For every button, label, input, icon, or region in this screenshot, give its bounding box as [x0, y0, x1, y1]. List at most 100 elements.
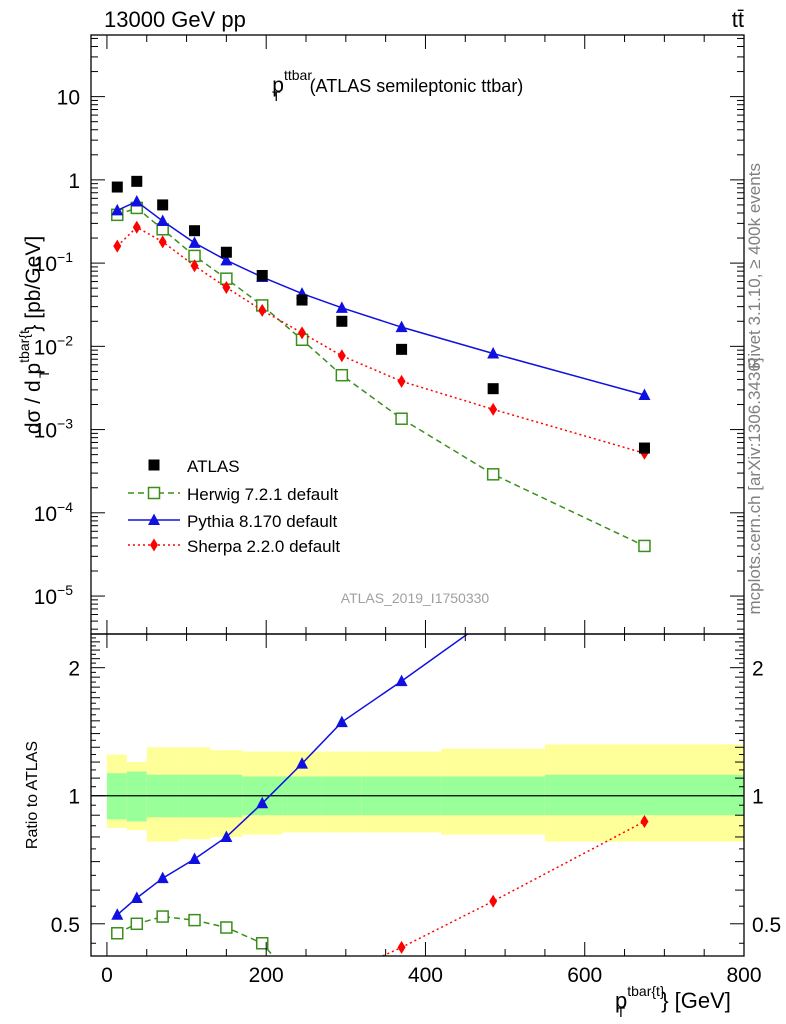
ratio-y-tick-label-right: 2	[752, 658, 764, 681]
data-point-sherpa	[158, 235, 167, 249]
main-y-axis-label: dσ / d ptbar{tT} [pb/GeV]	[16, 236, 52, 434]
data-point-data	[638, 442, 650, 454]
data-point-data	[111, 181, 123, 193]
data-point-pythia	[188, 236, 201, 248]
data-point-data	[296, 294, 308, 306]
ratio-y-tick-label-left: 1	[68, 786, 80, 809]
series-line-pythia	[116, 634, 469, 916]
data-point-sherpa	[258, 303, 267, 317]
legend-entry-sherpa: Sherpa 2.2.0 default	[128, 537, 340, 556]
main-panel: 10 1 10−1 10−2 10−3 10−4 10−5	[34, 34, 745, 635]
x-tick-label: 800	[726, 964, 761, 987]
ratio-y-axis-label: Ratio to ATLAS	[24, 741, 41, 849]
data-point-data	[220, 246, 232, 258]
data-point-herwig	[335, 368, 349, 382]
data-point-sherpa	[338, 968, 346, 981]
data-point-pythia	[395, 674, 408, 687]
data-point-pythia	[156, 871, 169, 884]
ratio-y-tick-label-right: 1	[752, 786, 764, 809]
data-point-sherpa	[337, 349, 346, 363]
data-point-pythia	[130, 194, 143, 207]
legend-entry-herwig: Herwig 7.2.1 default	[128, 485, 338, 504]
ratio-frame	[90, 633, 745, 957]
data-point-herwig	[130, 917, 144, 931]
data-point-data	[396, 343, 408, 355]
x-tick-label: 400	[408, 964, 443, 987]
y-tick-label: 10−3	[34, 416, 74, 443]
series-sherpa	[113, 220, 649, 460]
data-point-pythia	[335, 301, 348, 313]
y-tick-label: 10−5	[34, 582, 74, 609]
data-point-sherpa	[640, 814, 649, 828]
x-tick-label: 600	[567, 964, 602, 987]
data-point-herwig	[255, 937, 269, 950]
data-point-sherpa	[298, 326, 307, 340]
legend-label: ATLAS	[187, 457, 240, 476]
legend-label: Herwig 7.2.1 default	[187, 485, 338, 504]
series-herwig	[111, 910, 308, 995]
analysis-id-label: ATLAS_2019_I1750330	[341, 590, 490, 606]
x-tick-label: 0	[101, 964, 113, 987]
data-point-sherpa	[222, 280, 231, 294]
data-point-pythia	[130, 891, 143, 903]
data-point-sherpa	[489, 894, 498, 908]
data-point-pythia	[188, 852, 201, 865]
band-inner-bin	[126, 771, 147, 822]
data-point-sherpa	[489, 402, 498, 416]
data-point-sherpa	[190, 259, 199, 273]
uncertainty-bands	[106, 744, 744, 842]
legend-marker	[147, 486, 161, 500]
legend-marker	[150, 538, 158, 552]
series-sherpa	[338, 814, 649, 981]
legend-entry-data: ATLAS	[148, 457, 240, 476]
data-point-sherpa	[397, 940, 406, 954]
data-point-herwig	[188, 913, 201, 927]
x-axis-label: ptbar{t} T} [GeV]	[615, 983, 731, 1020]
data-point-pythia	[111, 203, 124, 216]
data-point-pythia	[256, 796, 269, 809]
main-plot-title: pttbar T (ATLAS semileptonic ttbar)	[272, 67, 523, 104]
data-point-pythia	[111, 908, 124, 920]
data-point-data	[487, 383, 499, 395]
series-pythia	[111, 609, 499, 920]
ratio-y-tick-label-right: 0.5	[752, 914, 781, 937]
data-point-herwig	[156, 910, 169, 923]
process-label: 13000 GeV pp	[104, 7, 246, 32]
ratio-y-tick-label-left: 0.5	[51, 914, 80, 937]
series-data	[111, 175, 650, 454]
data-point-data	[336, 315, 348, 327]
data-point-pythia	[487, 609, 499, 621]
data-point-pythia	[220, 253, 233, 266]
data-point-herwig	[486, 468, 500, 481]
ratio-y-tick-label-left: 2	[68, 658, 80, 681]
series-line-sherpa	[116, 226, 645, 454]
data-point-herwig	[297, 984, 308, 995]
legend: ATLAS Herwig 7.2.1 default Pythia 8.170 de…	[128, 457, 340, 556]
data-point-sherpa	[397, 374, 406, 388]
data-point-pythia	[395, 320, 408, 333]
legend-entry-pythia: Pythia 8.170 default	[128, 512, 338, 531]
y-tick-label: 10−2	[34, 332, 74, 359]
data-point-data	[189, 225, 201, 237]
mcplots-reference-label: mcplots.cern.ch [arXiv:1306.3436]	[745, 357, 764, 614]
ratio-panel: 0 200 400 600 800 2 2 1 1 0.5 0.5	[51, 609, 781, 995]
y-tick-label: 10	[57, 87, 80, 110]
data-point-sherpa	[132, 220, 141, 234]
data-point-data	[256, 269, 268, 281]
x-tick-label: 200	[249, 964, 284, 987]
data-point-pythia	[220, 830, 233, 842]
data-point-data	[157, 199, 169, 211]
data-point-pythia	[296, 757, 309, 769]
data-point-herwig	[111, 927, 124, 940]
data-point-pythia	[638, 388, 651, 401]
final-state-label: tt̄	[732, 7, 744, 32]
band-inner-bin	[544, 774, 744, 816]
series-line-sherpa	[380, 820, 645, 956]
legend-marker	[148, 513, 160, 525]
y-tick-label: 10−1	[34, 249, 74, 276]
data-point-herwig	[220, 921, 233, 934]
y-tick-label: 1	[68, 170, 80, 193]
rivet-version-label: Rivet 3.1.10, ≥ 400k events	[745, 163, 764, 369]
y-tick-label: 10−4	[34, 499, 74, 526]
